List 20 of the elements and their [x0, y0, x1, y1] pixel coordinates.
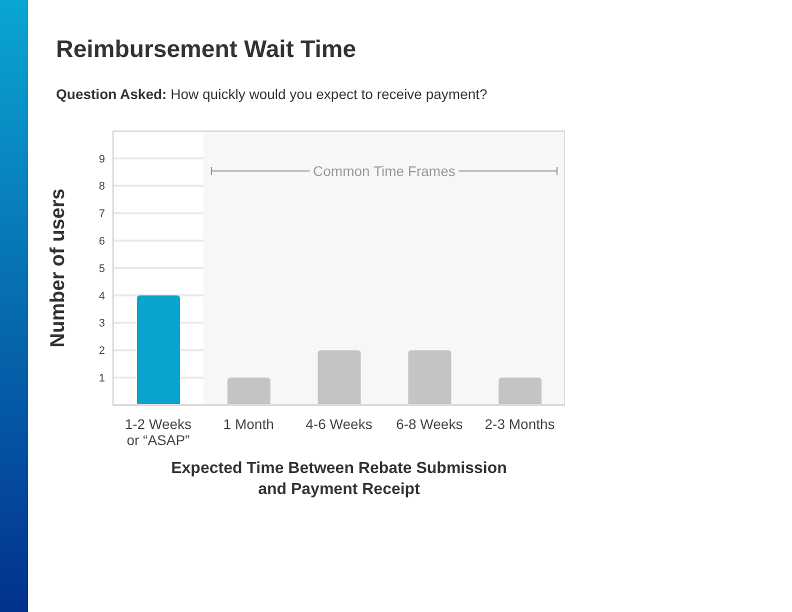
y-tick-label: 6 [98, 236, 105, 248]
y-tick-label: 1 [98, 372, 105, 385]
y-axis-title: Number of users [47, 188, 70, 348]
y-tick-label: 3 [98, 318, 105, 330]
x-tick-label: 4-6 Weeks [306, 416, 372, 432]
y-tick-label: 7 [98, 208, 105, 220]
x-tick-label: 2-3 Months [484, 416, 555, 432]
chart-title: Reimbursement Wait Time [56, 36, 356, 64]
chart-subtitle: Question Asked: How quickly would you expect to receive payment? [56, 86, 488, 102]
y-tick-label: 5 [98, 262, 105, 275]
bar [137, 295, 180, 405]
y-tick-label: 2 [98, 345, 105, 358]
y-tick-label: 9 [98, 153, 105, 166]
band-label: Common Time Frames [313, 163, 456, 179]
x-tick-label: 1 Month [223, 416, 274, 432]
y-tick-label: 4 [98, 290, 105, 302]
x-tick-label: 6-8 Weeks [396, 416, 463, 432]
x-axis-title: Expected Time Between Rebate Submission and Payment Receipt [170, 459, 508, 500]
y-tick-label: 8 [98, 180, 105, 193]
x-tick-label: 1-2 Weeks or “ASAP” [124, 416, 192, 448]
